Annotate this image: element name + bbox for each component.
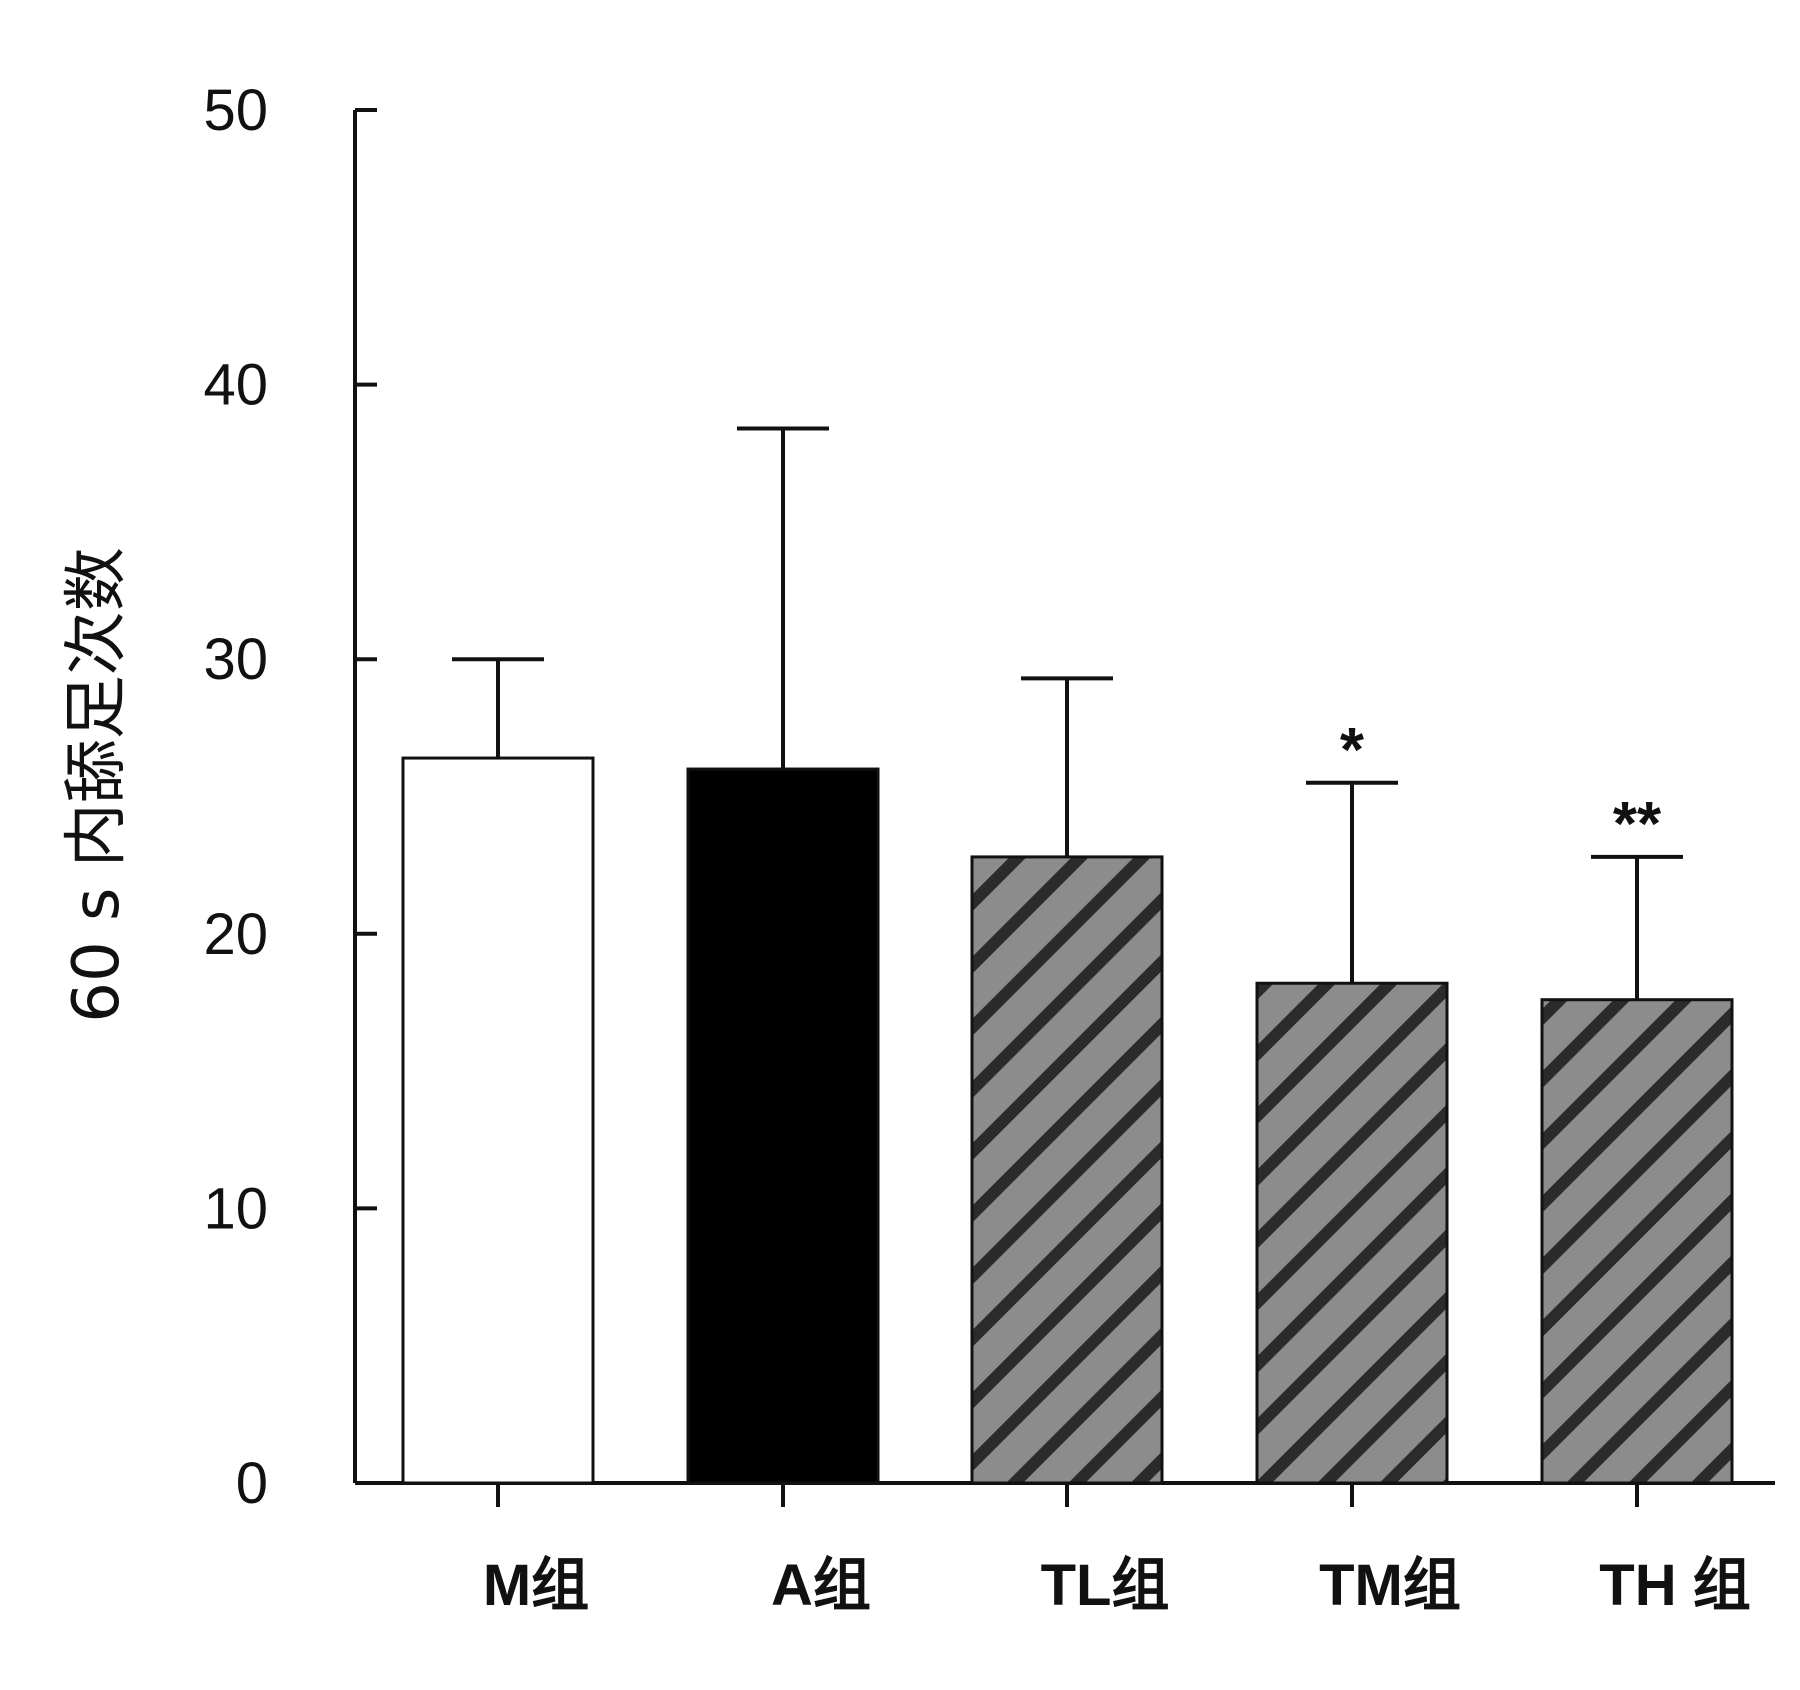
bar (401, 756, 595, 1485)
bar (686, 767, 880, 1485)
x-category-label: M组 (483, 1553, 589, 1618)
x-category-label: TH 组 (1599, 1553, 1750, 1618)
bar (1255, 981, 1449, 1485)
y-tick-label: 0 (236, 1451, 268, 1516)
significance-label: ** (1613, 790, 1662, 859)
x-category-label: A组 (771, 1553, 871, 1618)
y-axis-title: 60 s 内舔足次数 (60, 547, 134, 1022)
labels: M组 A组 TL组 * TM组 ** TH 组 (483, 716, 1751, 1618)
error-bars (452, 426, 1683, 1000)
bar (970, 855, 1164, 1485)
axes: 0 10 20 30 40 50 (203, 78, 1775, 1516)
bars (401, 756, 1734, 1485)
y-tick-label: 40 (203, 353, 268, 418)
significance-label: * (1340, 716, 1365, 785)
x-category-label: TL组 (1041, 1553, 1170, 1618)
y-tick-label: 30 (203, 627, 268, 692)
y-tick-label: 10 (203, 1176, 268, 1241)
x-category-label: TM组 (1319, 1553, 1461, 1618)
bar (1540, 998, 1734, 1485)
y-tick-label: 50 (203, 78, 268, 143)
y-tick-label: 20 (203, 902, 268, 967)
